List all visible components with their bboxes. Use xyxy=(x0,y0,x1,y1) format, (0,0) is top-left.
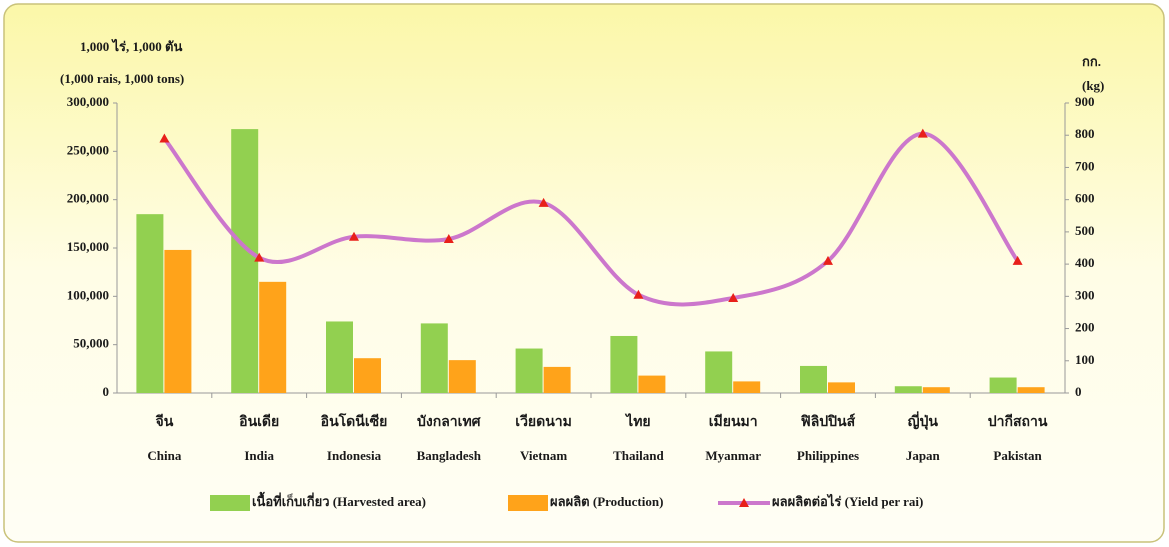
bar xyxy=(989,377,1017,393)
legend-marker xyxy=(739,498,749,507)
marker xyxy=(159,133,170,143)
y2-tick-label: 600 xyxy=(1075,191,1095,206)
line xyxy=(162,131,1020,307)
marker xyxy=(254,252,265,262)
legend-swatch xyxy=(508,495,548,511)
y2-tick-label: 500 xyxy=(1075,223,1095,238)
x-tick-label: India xyxy=(244,448,274,463)
x-tick-label: Indonesia xyxy=(327,448,382,463)
x-tick-label: Myanmar xyxy=(705,448,761,463)
x-tick-label: ปากีสถาน xyxy=(988,414,1048,430)
x-tick-label: Pakistan xyxy=(993,448,1042,463)
x-tick-label: บังกลาเทศ xyxy=(417,414,482,430)
y-tick-label: 0 xyxy=(103,384,110,399)
y2-tick-label: 900 xyxy=(1075,94,1095,109)
marker xyxy=(1012,255,1023,265)
bar xyxy=(448,360,476,393)
marker xyxy=(917,128,928,138)
y2-tick-label: 0 xyxy=(1075,384,1082,399)
bar xyxy=(733,381,761,393)
x-tick-label: เวียดนาม xyxy=(515,414,572,430)
x-tick-label: จีน xyxy=(155,414,174,430)
x-tick-label: Bangladesh xyxy=(417,448,482,463)
y-axis-label: 1,000 ไร่, 1,000 ตัน xyxy=(80,38,182,54)
bar xyxy=(420,323,448,393)
legend-swatch xyxy=(210,495,250,511)
x-tick-label: ญี่ปุ่น xyxy=(908,411,939,430)
x-tick-label: อินเดีย xyxy=(239,414,280,430)
y-tick-label: 200,000 xyxy=(67,191,109,206)
bar xyxy=(136,214,164,393)
bar xyxy=(894,386,922,393)
marker xyxy=(728,292,739,302)
legend-label: เนื้อที่เก็บเกี่ยว (Harvested area) xyxy=(252,491,426,509)
y-tick-label: 150,000 xyxy=(67,239,109,254)
bar xyxy=(543,366,571,393)
x-tick-label: ฟิลิปปินส์ xyxy=(800,413,856,430)
y2-axis-label: (kg) xyxy=(1082,78,1104,93)
y-axis-label: (1,000 rais, 1,000 tons) xyxy=(60,71,184,86)
bar xyxy=(922,387,950,393)
y2-tick-label: 400 xyxy=(1075,255,1095,270)
bar xyxy=(354,358,381,393)
x-tick-label: China xyxy=(147,448,181,463)
x-tick-label: Japan xyxy=(906,448,941,463)
y2-tick-label: 700 xyxy=(1075,158,1095,173)
y2-tick-label: 800 xyxy=(1075,126,1095,141)
x-tick-label: Thailand xyxy=(613,448,664,463)
y2-tick-label: 200 xyxy=(1075,320,1095,335)
x-tick-label: ไทย xyxy=(624,412,650,430)
bar xyxy=(515,348,543,393)
legend-label: ผลผลิต (Production) xyxy=(550,494,663,509)
x-tick-label: เมียนมา xyxy=(709,414,758,430)
bar xyxy=(705,351,733,393)
y2-tick-label: 300 xyxy=(1075,287,1095,302)
x-tick-label: Vietnam xyxy=(520,448,567,463)
bar xyxy=(259,281,287,393)
y-tick-label: 50,000 xyxy=(73,336,109,351)
marker xyxy=(823,255,833,265)
bar xyxy=(610,335,638,393)
bar xyxy=(638,375,666,393)
y-tick-label: 250,000 xyxy=(67,142,109,157)
y2-axis-label: กก. xyxy=(1082,54,1101,69)
bar xyxy=(164,249,192,393)
background xyxy=(3,3,1165,543)
marker xyxy=(349,231,359,241)
marker xyxy=(443,233,454,243)
y-tick-label: 100,000 xyxy=(67,287,109,302)
y-tick-label: 300,000 xyxy=(67,94,109,109)
x-tick-label: อินโดนีเซีย xyxy=(320,412,387,430)
bar xyxy=(828,382,855,393)
y2-tick-label: 100 xyxy=(1075,352,1095,367)
marker xyxy=(633,289,644,299)
bar xyxy=(1017,387,1045,393)
x-tick-label: Philippines xyxy=(797,448,859,463)
legend-label: ผลผลิตต่อไร่ (Yield per rai) xyxy=(772,493,923,509)
bar xyxy=(800,365,827,393)
bar xyxy=(326,321,353,393)
bar xyxy=(231,129,259,393)
marker xyxy=(538,197,549,207)
